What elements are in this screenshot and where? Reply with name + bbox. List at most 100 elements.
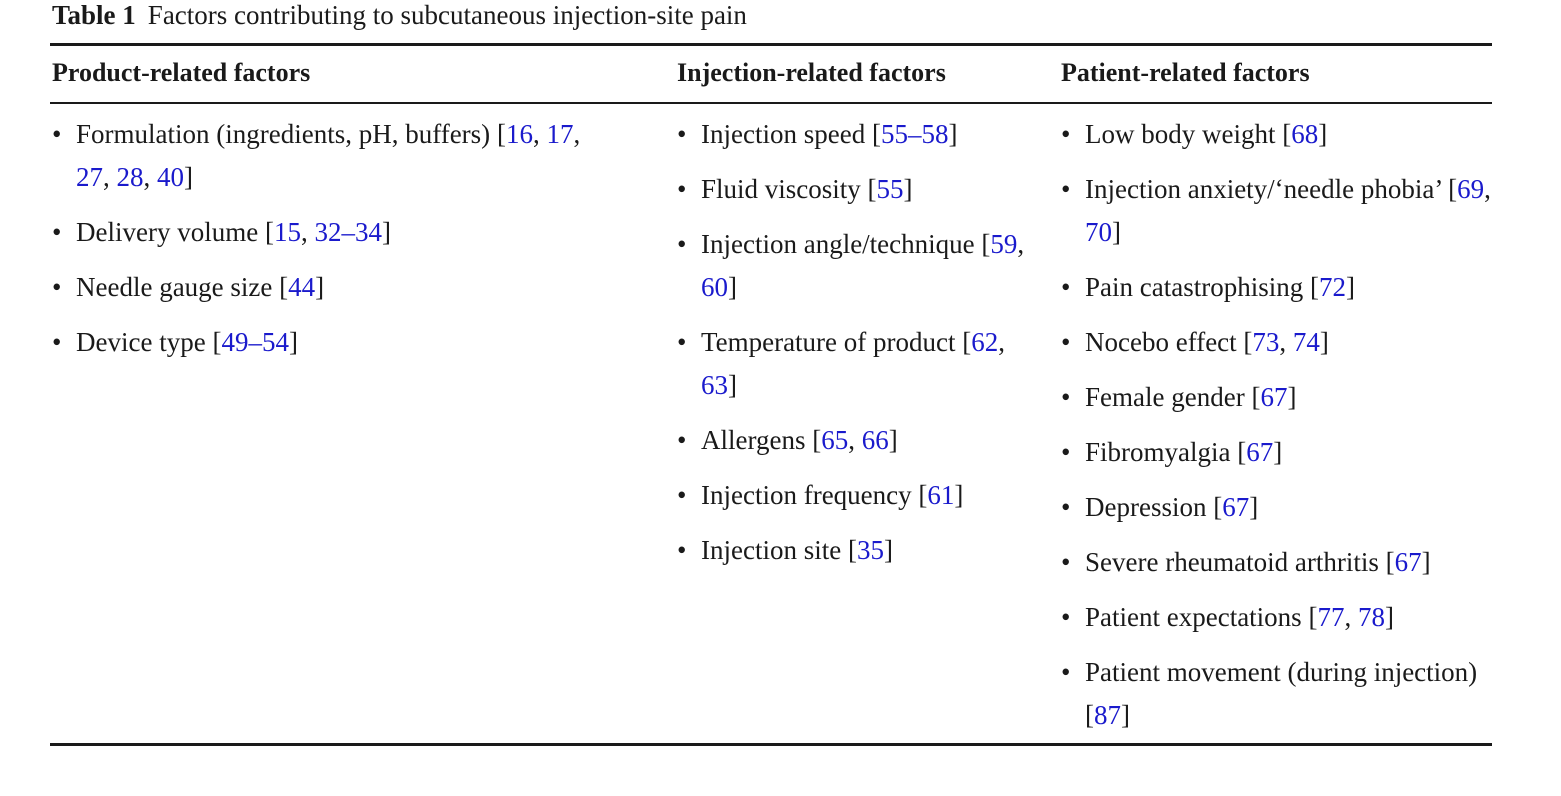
list-item: • Pain catastrophising [72]	[1061, 266, 1491, 309]
reference-link[interactable]: 16	[505, 119, 533, 149]
reference-link[interactable]: 67	[1260, 382, 1288, 412]
reference-link[interactable]: 55	[876, 174, 904, 204]
product-factors-list: • Formulation (ingredients, pH, buffers) …	[52, 113, 612, 376]
table-caption: Table 1 Factors contributing to subcutane…	[52, 0, 747, 31]
bullet-icon: •	[677, 229, 687, 259]
list-item: • Fluid viscosity [55]	[677, 168, 1047, 211]
reference-link[interactable]: 28	[116, 162, 144, 192]
list-item: • Needle gauge size [44]	[52, 266, 612, 309]
bullet-icon: •	[52, 119, 62, 149]
factor-text: Injection site	[701, 535, 842, 565]
reference-link[interactable]: 60	[701, 272, 728, 302]
bullet-icon: •	[677, 535, 687, 565]
reference-link[interactable]: 72	[1318, 272, 1346, 302]
list-item: • Injection frequency [61]	[677, 474, 1047, 517]
column-header-product: Product-related factors	[52, 58, 311, 87]
reference-link[interactable]: 61	[927, 480, 955, 510]
factor-text: Fibromyalgia	[1085, 437, 1231, 467]
table-label: Table 1	[52, 0, 136, 30]
reference-link[interactable]: 74	[1292, 327, 1320, 357]
bullet-icon: •	[52, 327, 62, 357]
factor-text: Low body weight	[1085, 119, 1276, 149]
bullet-icon: •	[677, 327, 687, 357]
factor-text: Device type	[76, 327, 206, 357]
factor-text: Temperature of product	[701, 327, 956, 357]
reference-link[interactable]: 70	[1085, 217, 1112, 247]
factor-text: Injection angle/technique	[701, 229, 975, 259]
factor-text: Fluid viscosity	[701, 174, 861, 204]
factor-text: Formulation (ingredients, pH, buffers)	[76, 119, 491, 149]
list-item: • Fibromyalgia [67]	[1061, 431, 1491, 474]
list-item: • Depression [67]	[1061, 486, 1491, 529]
reference-link[interactable]: 63	[701, 370, 728, 400]
reference-link[interactable]: 68	[1291, 119, 1319, 149]
reference-link[interactable]: 62	[971, 327, 999, 357]
factor-text: Female gender	[1085, 382, 1245, 412]
bullet-icon: •	[677, 174, 687, 204]
reference-link[interactable]: 66	[861, 425, 889, 455]
factor-text: Injection speed	[701, 119, 866, 149]
reference-link[interactable]: 65	[821, 425, 849, 455]
bullet-icon: •	[1061, 119, 1071, 149]
factor-text: Pain catastrophising	[1085, 272, 1304, 302]
table-top-rule	[50, 43, 1492, 46]
factor-text: Allergens	[701, 425, 806, 455]
table-bottom-rule	[50, 743, 1492, 746]
reference-link[interactable]: 59	[990, 229, 1018, 259]
factor-text: Needle gauge size	[76, 272, 273, 302]
list-item: • Low body weight [68]	[1061, 113, 1491, 156]
factor-text: Injection frequency	[701, 480, 912, 510]
column-header-patient: Patient-related factors	[1061, 58, 1310, 87]
list-item: • Device type [49–54]	[52, 321, 612, 364]
bullet-icon: •	[677, 119, 687, 149]
list-item: • Injection angle/technique [59, 60]	[677, 223, 1047, 309]
reference-link[interactable]: 44	[288, 272, 316, 302]
reference-link[interactable]: 49–54	[221, 327, 289, 357]
list-item: • Injection site [35]	[677, 529, 1047, 572]
bullet-icon: •	[677, 425, 687, 455]
reference-link[interactable]: 67	[1246, 437, 1274, 467]
bullet-icon: •	[52, 272, 62, 302]
list-item: • Formulation (ingredients, pH, buffers) …	[52, 113, 612, 199]
reference-link[interactable]: 35	[856, 535, 884, 565]
list-item: • Patient expectations [77, 78]	[1061, 596, 1491, 639]
list-item: • Female gender [67]	[1061, 376, 1491, 419]
factor-text: Nocebo effect	[1085, 327, 1237, 357]
reference-link[interactable]: 67	[1394, 547, 1422, 577]
injection-factors-list: • Injection speed [55–58] • Fluid viscosity…	[677, 113, 1047, 584]
column-header-injection: Injection-related factors	[677, 58, 946, 87]
table-title: Factors contributing to subcutaneous inj…	[147, 0, 747, 30]
bullet-icon: •	[1061, 382, 1071, 412]
reference-link[interactable]: 87	[1094, 700, 1121, 730]
bullet-icon: •	[1061, 492, 1071, 522]
list-item: • Delivery volume [15, 32–34]	[52, 211, 612, 254]
reference-link[interactable]: 78	[1357, 602, 1385, 632]
bullet-icon: •	[1061, 657, 1071, 687]
list-item: • Injection anxiety/‘needle phobia’ [69, …	[1061, 168, 1491, 254]
factor-text: Patient movement (during injection)	[1085, 657, 1478, 687]
bullet-icon: •	[1061, 272, 1071, 302]
patient-factors-list: • Low body weight [68] • Injection anxiety/…	[1061, 113, 1491, 749]
bullet-icon: •	[1061, 437, 1071, 467]
reference-link[interactable]: 77	[1317, 602, 1345, 632]
bullet-icon: •	[1061, 174, 1071, 204]
reference-link[interactable]: 55–58	[880, 119, 949, 149]
reference-link[interactable]: 17	[546, 119, 574, 149]
bullet-icon: •	[677, 480, 687, 510]
factor-text: Patient expectations	[1085, 602, 1302, 632]
bullet-icon: •	[1061, 327, 1071, 357]
bullet-icon: •	[1061, 547, 1071, 577]
reference-link[interactable]: 73	[1252, 327, 1280, 357]
reference-link[interactable]: 27	[76, 162, 103, 192]
reference-link[interactable]: 15	[273, 217, 301, 247]
list-item: • Severe rheumatoid arthritis [67]	[1061, 541, 1491, 584]
table-header-rule	[50, 102, 1492, 104]
reference-link[interactable]: 69	[1457, 174, 1485, 204]
reference-link[interactable]: 32–34	[314, 217, 382, 247]
reference-link[interactable]: 67	[1222, 492, 1250, 522]
bullet-icon: •	[1061, 602, 1071, 632]
list-item: • Injection speed [55–58]	[677, 113, 1047, 156]
list-item: • Patient movement (during injection) [87…	[1061, 651, 1491, 737]
reference-link[interactable]: 40	[157, 162, 184, 192]
factor-text: Severe rheumatoid arthritis	[1085, 547, 1379, 577]
